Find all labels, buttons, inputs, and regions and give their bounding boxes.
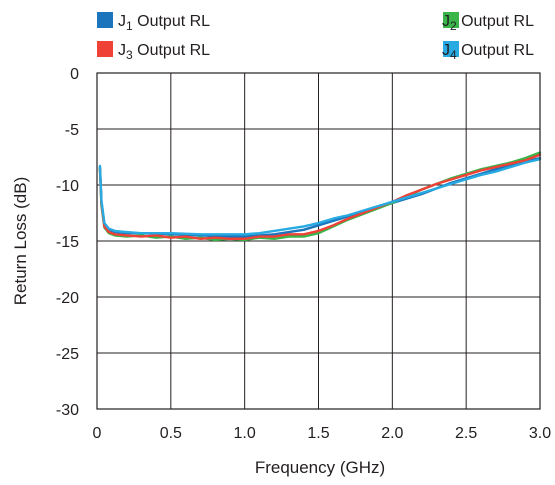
y-tick-label: -15 [56, 234, 79, 251]
x-tick-label: 0.5 [160, 425, 182, 442]
x-tick-label: 0 [93, 425, 102, 442]
x-tick-label: 3.0 [529, 425, 551, 442]
x-tick-label: 1.5 [307, 425, 329, 442]
x-axis-label: Frequency (GHz) [255, 458, 385, 477]
series-line-2 [98, 151, 542, 242]
legend-item-2: J2 Output RL [442, 12, 534, 33]
legend-swatch [443, 12, 459, 28]
series-lines [98, 151, 542, 242]
legend-label: J4 Output RL [442, 42, 534, 62]
legend-item-3: J3 Output RL [97, 41, 210, 62]
y-tick-label: -10 [56, 178, 79, 195]
plot-grid [96, 72, 541, 410]
legend-label: J3 Output RL [118, 42, 210, 62]
legend-swatch [97, 12, 113, 28]
legend-label: J1 Output RL [118, 13, 210, 33]
y-tick-label: -25 [56, 346, 79, 363]
legend-swatch [443, 41, 459, 57]
legend-item-1: J1 Output RL [97, 12, 210, 33]
y-tick-label: -20 [56, 290, 79, 307]
legend: J1 Output RL J2 Output RL J3 Output RL J4 O… [97, 12, 534, 62]
y-axis-label: Return Loss (dB) [11, 177, 30, 306]
series-line-3 [98, 153, 542, 240]
legend-swatch [97, 41, 113, 57]
y-tick-label: 0 [70, 66, 79, 83]
plot-frame [96, 72, 541, 410]
legend-label: J2 Output RL [442, 13, 534, 33]
series-line-4 [98, 158, 542, 236]
x-tick-label: 2.0 [381, 425, 403, 442]
series-line-1 [98, 156, 542, 238]
y-tick-labels: 0 -5 -10 -15 -20 -25 -30 [56, 66, 79, 419]
plot-border [96, 72, 541, 410]
x-tick-labels: 0 0.5 1.0 1.5 2.0 2.5 3.0 [93, 425, 552, 442]
y-tick-label: -5 [65, 122, 79, 139]
x-tick-label: 1.0 [234, 425, 256, 442]
legend-item-4: J4 Output RL [442, 41, 534, 62]
y-tick-label: -30 [56, 402, 79, 419]
x-tick-label: 2.5 [455, 425, 477, 442]
